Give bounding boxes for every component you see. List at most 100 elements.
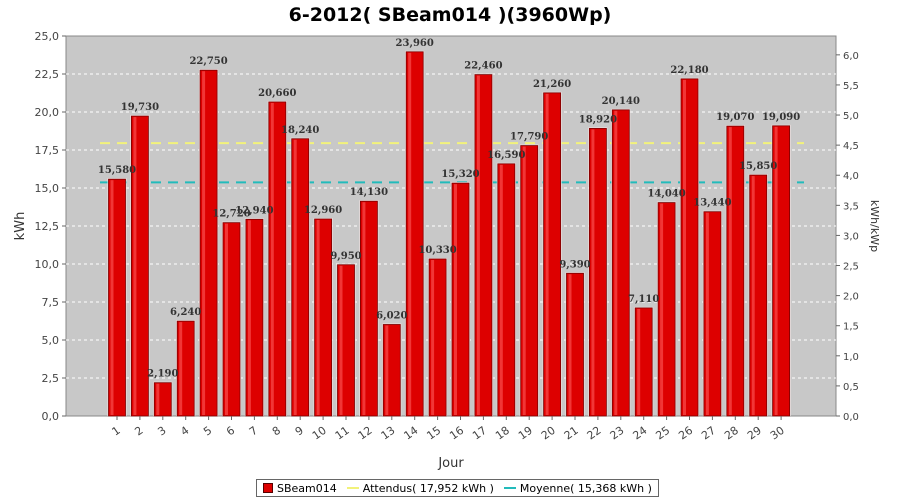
bar-highlight xyxy=(202,71,206,415)
data-label: 22,750 xyxy=(189,56,227,67)
y-tick-label: 20,0 xyxy=(35,106,60,119)
x-tick-label: 3 xyxy=(155,424,168,439)
bar-highlight xyxy=(179,322,183,415)
x-tick-label: 27 xyxy=(699,424,718,443)
bar-highlight xyxy=(110,180,114,415)
x-axis-label: Jour xyxy=(437,456,464,471)
y-right-tick-label: 3,5 xyxy=(843,201,859,212)
y-right-tick-label: 4,0 xyxy=(843,171,859,182)
x-tick-label: 4 xyxy=(178,424,191,439)
bar xyxy=(222,221,241,417)
bar-highlight xyxy=(431,259,435,415)
data-label: 10,330 xyxy=(418,245,456,256)
data-label: 15,320 xyxy=(441,169,479,180)
x-tick-label: 20 xyxy=(539,424,558,443)
bar xyxy=(542,91,562,417)
legend-label-moyenne: Moyenne( 15,368 kWh ) xyxy=(519,481,652,495)
x-tick-label: 14 xyxy=(401,424,420,443)
data-label: 20,140 xyxy=(602,96,640,107)
data-label: 16,590 xyxy=(487,150,525,161)
legend: SBeam014 Attendus( 17,952 kWh ) Moyenne(… xyxy=(256,479,659,497)
y-tick-label: 15,0 xyxy=(35,182,60,195)
legend-label-attendus: Attendus( 17,952 kWh ) xyxy=(362,481,494,495)
y-right-tick-label: 3,0 xyxy=(843,231,859,242)
data-label: 9,950 xyxy=(330,251,361,262)
x-tick-label: 25 xyxy=(653,424,672,443)
data-label: 9,390 xyxy=(559,259,590,270)
bar xyxy=(290,137,310,417)
x-tick-label: 2 xyxy=(132,424,145,439)
x-tick-label: 9 xyxy=(293,424,306,439)
bar xyxy=(359,200,379,417)
x-tick-label: 18 xyxy=(493,424,512,443)
data-label: 21,260 xyxy=(533,79,571,90)
bar-highlight xyxy=(660,203,664,415)
bar-highlight xyxy=(614,110,618,415)
bar-highlight xyxy=(499,164,503,415)
x-tick-label: 29 xyxy=(745,424,764,443)
bar xyxy=(382,323,402,417)
legend-item-series: SBeam014 xyxy=(263,482,337,495)
x-tick-label: 6 xyxy=(224,424,237,439)
y-right-tick-label: 2,5 xyxy=(843,262,859,273)
data-label: 18,240 xyxy=(281,125,319,136)
data-label: 18,920 xyxy=(579,114,617,125)
x-tick-label: 7 xyxy=(247,424,260,439)
y-right-tick-label: 0,5 xyxy=(843,382,859,393)
y-right-tick-label: 0,0 xyxy=(843,412,859,423)
bar-highlight xyxy=(591,129,595,415)
bar-highlight xyxy=(385,325,389,415)
bar-highlight xyxy=(774,126,778,415)
bar xyxy=(748,174,768,417)
legend-item-moyenne: Moyenne( 15,368 kWh ) xyxy=(503,481,652,495)
data-label: 20,660 xyxy=(258,88,296,99)
bar-highlight xyxy=(339,265,343,415)
bar xyxy=(519,144,539,417)
bar xyxy=(771,124,791,417)
bar-highlight xyxy=(454,184,457,415)
x-tick-label: 12 xyxy=(356,424,375,443)
bar xyxy=(107,178,127,417)
bar-highlight xyxy=(293,139,297,415)
bar xyxy=(451,182,470,417)
bar xyxy=(634,306,654,417)
bar-highlight xyxy=(683,79,686,415)
data-label: 19,070 xyxy=(716,112,754,123)
data-label: 22,180 xyxy=(670,65,708,76)
x-tick-label: 30 xyxy=(768,424,787,443)
legend-swatch-series xyxy=(263,483,273,493)
data-label: 12,960 xyxy=(304,205,342,216)
legend-label-series: SBeam014 xyxy=(277,481,337,495)
bar-highlight xyxy=(362,202,366,415)
bar-highlight xyxy=(316,220,320,415)
bar-highlight xyxy=(408,52,412,416)
bar-highlight xyxy=(476,75,480,415)
bar xyxy=(428,257,448,417)
y-axis-label: kWh xyxy=(13,212,28,241)
y-right-tick-label: 5,5 xyxy=(843,81,859,92)
data-label: 6,240 xyxy=(170,307,201,318)
chart-title: 6-2012( SBeam014 )(3960Wp) xyxy=(289,4,612,26)
y-tick-label: 2,5 xyxy=(42,372,60,385)
bar xyxy=(496,162,516,417)
data-label: 17,790 xyxy=(510,132,548,143)
bar xyxy=(199,69,219,417)
y-right-tick-label: 1,0 xyxy=(843,352,859,363)
x-tick-label: 23 xyxy=(608,424,627,443)
bar xyxy=(680,77,699,417)
y-tick-label: 25,0 xyxy=(35,30,60,43)
x-tick-label: 16 xyxy=(447,424,466,443)
bar xyxy=(702,210,722,417)
data-label: 2,190 xyxy=(147,369,178,380)
x-tick-label: 11 xyxy=(333,424,352,443)
data-label: 13,440 xyxy=(693,198,731,209)
bar-highlight xyxy=(225,223,228,415)
x-tick-label: 22 xyxy=(585,424,604,443)
bar-highlight xyxy=(156,383,160,415)
bar xyxy=(473,73,493,417)
x-tick-label: 1 xyxy=(110,424,123,439)
y-tick-label: 10,0 xyxy=(35,258,60,271)
data-label: 19,730 xyxy=(121,102,159,113)
bar xyxy=(405,50,425,417)
